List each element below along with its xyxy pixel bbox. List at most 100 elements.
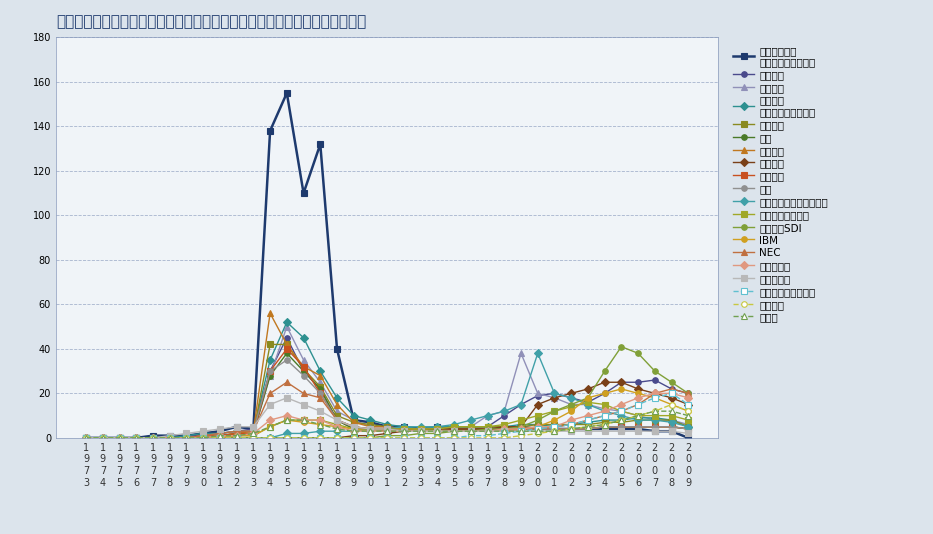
日立 — [683, 426, 694, 432]
富士通 — [466, 428, 477, 434]
日立 — [398, 428, 410, 434]
サムソン — [198, 435, 209, 441]
シャープ — [649, 377, 661, 383]
サムソンSDI — [499, 426, 510, 432]
IBM — [432, 428, 443, 434]
サムソンSDI — [549, 408, 560, 414]
シーメンス — [215, 433, 226, 439]
IBM — [114, 435, 125, 441]
松下電器産業
（現パナソニック） — [97, 435, 108, 441]
キャノン — [449, 423, 460, 430]
三洋電機
（現パナソニック） — [599, 417, 610, 423]
三菱電機 — [415, 426, 426, 432]
日立 — [264, 372, 275, 379]
半導体エネルギー研究所 — [582, 402, 593, 408]
コダック — [215, 435, 226, 441]
松下電器産業
（現パナソニック） — [298, 190, 309, 197]
IBM — [248, 433, 259, 439]
富士電機 — [565, 426, 577, 432]
日立 — [97, 435, 108, 441]
工業技術院 — [198, 428, 209, 434]
松下電工 — [114, 435, 125, 441]
フラウンホーファー — [466, 433, 477, 439]
NEC — [97, 435, 108, 441]
シャープ — [499, 412, 510, 419]
三菱電機 — [365, 421, 376, 428]
コダック — [264, 435, 275, 441]
東芝 — [398, 428, 410, 434]
松下電工 — [515, 426, 526, 432]
コダック — [683, 408, 694, 414]
コダック — [114, 435, 125, 441]
キャノン — [114, 435, 125, 441]
松下電工 — [482, 426, 494, 432]
富士通 — [482, 428, 494, 434]
松下電工 — [181, 435, 192, 441]
シーメンス — [131, 435, 142, 441]
Line: シャープ: シャープ — [83, 335, 691, 441]
工業技術院 — [549, 428, 560, 434]
セイコーエプソン — [264, 423, 275, 430]
IBM — [198, 435, 209, 441]
松下電工 — [398, 426, 410, 432]
富士通 — [80, 435, 91, 441]
サムソン — [382, 430, 393, 437]
東芝 — [415, 428, 426, 434]
松下電工 — [633, 423, 644, 430]
半導体エネルギー研究所 — [482, 412, 494, 419]
富士通 — [616, 417, 627, 423]
東芝 — [532, 426, 543, 432]
コダック — [314, 435, 326, 441]
シャープ — [549, 390, 560, 397]
キャノン — [666, 417, 677, 423]
東芝 — [114, 435, 125, 441]
シーメンス — [532, 423, 543, 430]
松下電器産業
（現パナソニック） — [532, 426, 543, 432]
NEC — [331, 417, 342, 423]
キャノン — [532, 390, 543, 397]
シャープ — [314, 386, 326, 392]
三菱電機 — [348, 419, 359, 426]
東芝 — [147, 435, 159, 441]
三洋電機
（現パナソニック） — [348, 412, 359, 419]
コダック — [633, 412, 644, 419]
サムソンSDI — [616, 343, 627, 350]
三洋電機
（現パナソニック） — [97, 435, 108, 441]
シーメンス — [164, 435, 175, 441]
シャープ — [633, 379, 644, 386]
東芝 — [549, 426, 560, 432]
NEC — [164, 435, 175, 441]
松下電工 — [147, 435, 159, 441]
富士電機 — [231, 430, 243, 437]
NEC — [499, 428, 510, 434]
サムソンSDI — [264, 435, 275, 441]
松下電器産業
（現パナソニック） — [549, 426, 560, 432]
工業技術院 — [599, 428, 610, 434]
シーメンス — [482, 428, 494, 434]
三菱電機 — [565, 421, 577, 428]
サムソン — [298, 435, 309, 441]
コダック — [198, 435, 209, 441]
セイコーエプソン — [565, 404, 577, 410]
フラウンホーファー — [532, 426, 543, 432]
富士通 — [314, 421, 326, 428]
三洋電機
（現パナソニック） — [181, 433, 192, 439]
松下電器産業
（現パナソニック） — [449, 426, 460, 432]
セイコーエプソン — [215, 435, 226, 441]
日立 — [80, 435, 91, 441]
松下電工 — [80, 435, 91, 441]
東芝 — [231, 428, 243, 434]
IBM — [314, 421, 326, 428]
三洋電機
（現パナソニック） — [331, 395, 342, 401]
富士電機 — [549, 426, 560, 432]
キャノン — [466, 423, 477, 430]
松下電器産業
（現パナソニック） — [181, 433, 192, 439]
東芝 — [616, 423, 627, 430]
シーメンス — [281, 412, 292, 419]
日立 — [382, 428, 393, 434]
キャノン — [215, 433, 226, 439]
IBM — [549, 417, 560, 423]
キャノン — [97, 435, 108, 441]
富士電機 — [466, 428, 477, 434]
セイコーエプソン — [114, 435, 125, 441]
